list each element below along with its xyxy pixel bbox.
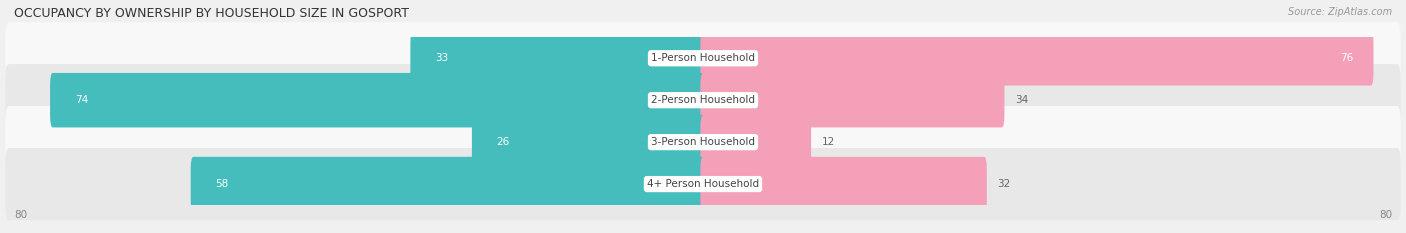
FancyBboxPatch shape [700, 73, 1004, 127]
Text: 2-Person Household: 2-Person Household [651, 95, 755, 105]
Text: 58: 58 [215, 179, 229, 189]
Text: 1-Person Household: 1-Person Household [651, 53, 755, 63]
FancyBboxPatch shape [51, 73, 706, 127]
FancyBboxPatch shape [6, 22, 1400, 94]
Text: 12: 12 [821, 137, 835, 147]
FancyBboxPatch shape [191, 157, 706, 211]
Text: 32: 32 [997, 179, 1011, 189]
Text: 80: 80 [1379, 210, 1392, 220]
FancyBboxPatch shape [6, 64, 1400, 136]
FancyBboxPatch shape [6, 106, 1400, 178]
Text: 76: 76 [1340, 53, 1354, 63]
Text: OCCUPANCY BY OWNERSHIP BY HOUSEHOLD SIZE IN GOSPORT: OCCUPANCY BY OWNERSHIP BY HOUSEHOLD SIZE… [14, 7, 409, 20]
Text: 80: 80 [14, 210, 27, 220]
FancyBboxPatch shape [700, 31, 1374, 86]
Text: Source: ZipAtlas.com: Source: ZipAtlas.com [1288, 7, 1392, 17]
FancyBboxPatch shape [6, 148, 1400, 220]
Text: 4+ Person Household: 4+ Person Household [647, 179, 759, 189]
FancyBboxPatch shape [411, 31, 706, 86]
FancyBboxPatch shape [700, 115, 811, 169]
FancyBboxPatch shape [472, 115, 706, 169]
Text: 34: 34 [1015, 95, 1028, 105]
Text: 3-Person Household: 3-Person Household [651, 137, 755, 147]
Text: 26: 26 [496, 137, 510, 147]
Text: 74: 74 [75, 95, 89, 105]
Text: 33: 33 [434, 53, 449, 63]
FancyBboxPatch shape [700, 157, 987, 211]
